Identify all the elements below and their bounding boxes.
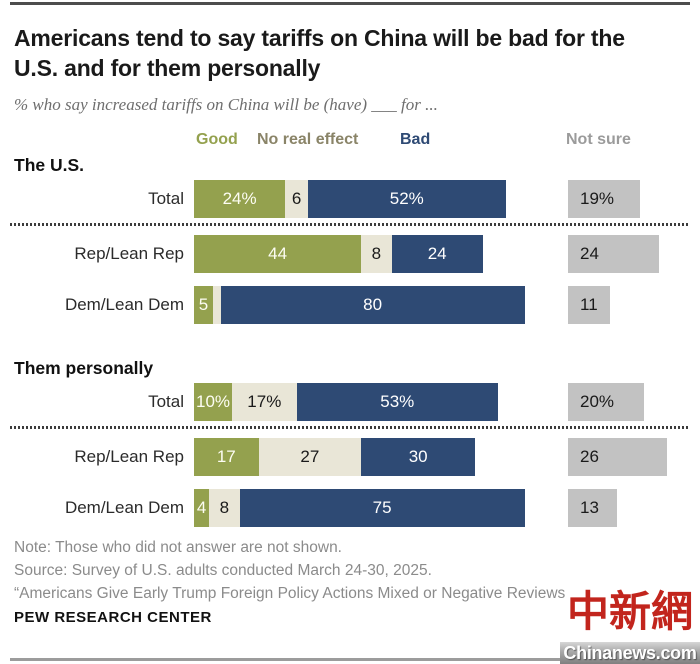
- row-label: Dem/Lean Dem: [64, 294, 184, 314]
- segment-no_effect: 17%: [232, 382, 297, 421]
- bar-row: Dem/Lean Dem 4 8 75 13: [14, 488, 686, 527]
- bar-row: Dem/Lean Dem 5 80 11: [14, 285, 686, 324]
- chart-subtitle: % who say increased tariffs on China wil…: [14, 94, 438, 114]
- segment-bad: 30: [361, 437, 476, 476]
- chinanews-watermark: 中新網 Chinanews.com: [560, 585, 700, 664]
- section-label: The U.S.: [14, 154, 85, 175]
- bar-row: Total 24% 6 52% 19%: [14, 179, 686, 218]
- stacked-bar: 4 8 75 13: [194, 488, 686, 527]
- segment-good: 44: [194, 234, 362, 273]
- segment-no_effect: [213, 285, 221, 324]
- bottom-rule: [10, 658, 690, 661]
- bar-row: Rep/Lean Rep 17 27 30 26: [14, 437, 686, 476]
- dotted-separator: [10, 222, 690, 227]
- segment-no_effect: 8: [209, 488, 240, 527]
- segment-bad: 75: [239, 488, 525, 527]
- row-label: Rep/Lean Rep: [74, 446, 184, 466]
- segment-bad: 53%: [296, 382, 498, 421]
- segment-good: 17: [194, 437, 259, 476]
- row-label: Dem/Lean Dem: [64, 497, 184, 517]
- segment-bad: 80: [220, 285, 525, 324]
- segment-bad: 24: [391, 234, 483, 273]
- stacked-bar: 17 27 30 26: [194, 437, 686, 476]
- chart-legend: Good No real effect Bad Not sure: [14, 131, 686, 151]
- segment-good: 4: [194, 488, 210, 527]
- not-sure-box: 26: [568, 437, 667, 476]
- segment-no_effect: 8: [361, 234, 392, 273]
- stacked-bar-chart: The U.S. Total 24% 6 52% 19% Rep/Lean Rep 44 8 24…: [10, 154, 690, 527]
- not-sure-box: 19%: [568, 179, 641, 218]
- bar-row: Rep/Lean Rep 44 8 24 24: [14, 234, 686, 273]
- footer-notes: Note: Those who did not answer are not s…: [14, 539, 686, 603]
- row-label: Total: [148, 391, 184, 411]
- legend-bad: Bad: [400, 130, 431, 148]
- row-label: Total: [148, 188, 184, 208]
- segment-no_effect: 6: [285, 179, 308, 218]
- segment-good: 24%: [194, 179, 286, 218]
- not-sure-box: 11: [568, 285, 610, 324]
- stacked-bar: 10% 17% 53% 20%: [194, 382, 686, 421]
- source-line: Source: Survey of U.S. adults conducted …: [14, 561, 432, 579]
- stacked-bar: 44 8 24 24: [194, 234, 686, 273]
- bar-row: Total 10% 17% 53% 20%: [14, 382, 686, 421]
- report-title-line: “Americans Give Early Trump Foreign Poli…: [14, 584, 566, 602]
- legend-not-sure: Not sure: [566, 130, 631, 148]
- chinanews-logo-characters: 中新網: [566, 587, 693, 637]
- note-line: Note: Those who did not answer are not s…: [14, 538, 342, 556]
- not-sure-box: 13: [568, 488, 618, 527]
- legend-good: Good: [196, 130, 238, 148]
- segment-good: 5: [194, 285, 213, 324]
- stacked-bar: 24% 6 52% 19%: [194, 179, 686, 218]
- top-rule: [10, 2, 690, 5]
- segment-good: 10%: [194, 382, 232, 421]
- chart-title: Americans tend to say tariffs on China w…: [14, 25, 625, 81]
- segment-no_effect: 27: [258, 437, 362, 476]
- not-sure-box: 20%: [568, 382, 644, 421]
- stacked-bar: 5 80 11: [194, 285, 686, 324]
- segment-bad: 52%: [307, 179, 506, 218]
- section-label: Them personally: [14, 357, 154, 378]
- pew-brand: PEW RESEARCH CENTER: [14, 608, 212, 626]
- dotted-separator: [10, 425, 690, 430]
- legend-no-real-effect: No real effect: [257, 130, 359, 148]
- row-label: Rep/Lean Rep: [74, 243, 184, 263]
- chinanews-domain-banner: Chinanews.com: [560, 642, 700, 664]
- not-sure-box: 24: [568, 234, 660, 273]
